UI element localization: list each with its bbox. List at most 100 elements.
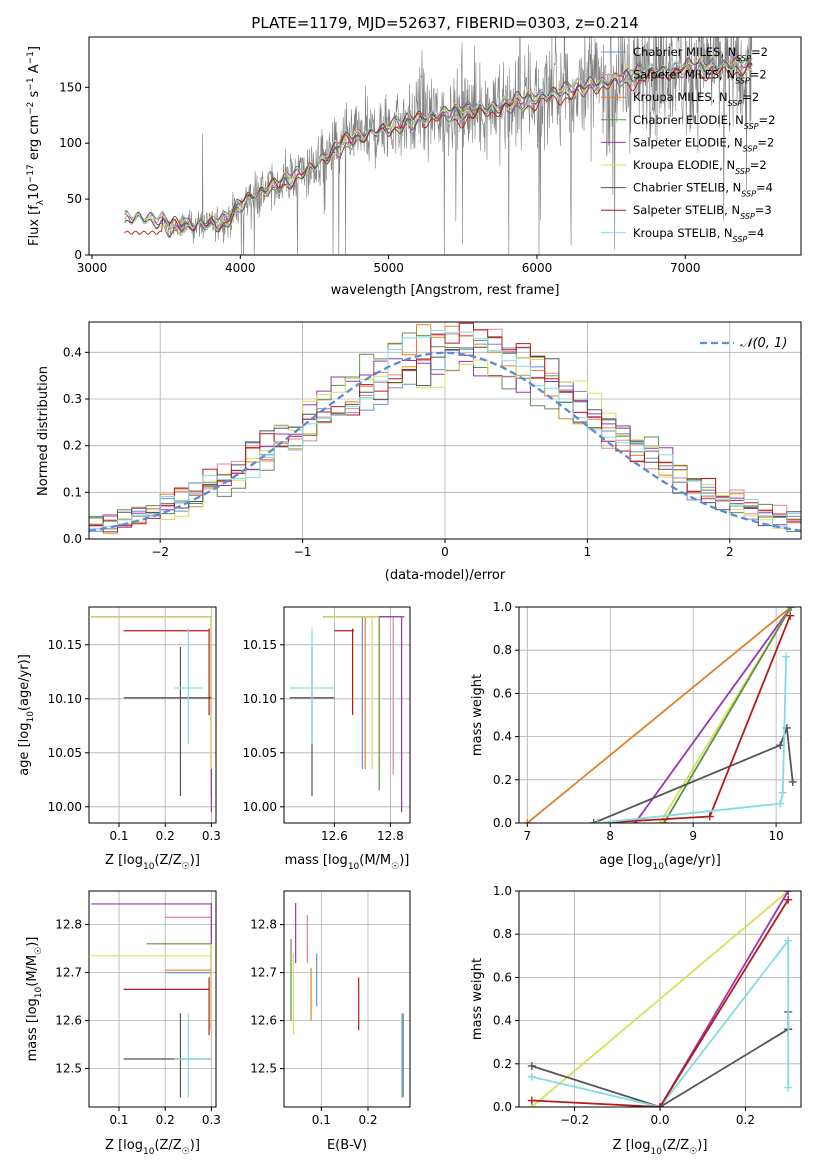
x-tick-label: 0 (441, 545, 449, 559)
x-axis-label-part: (M/M (359, 853, 391, 868)
y-tick-label: 0.4 (493, 1014, 512, 1028)
x-axis-label-part: )] (697, 1138, 707, 1153)
x-tick-label: 0.3 (202, 829, 221, 843)
y-tick-label: 50 (67, 192, 82, 206)
x-tick-label: 0.1 (109, 1113, 128, 1127)
legend-sub: SSP (733, 234, 748, 243)
y-axis-label-part: ☉ (34, 947, 44, 955)
legend-label: Salpeter STELIB, N (633, 203, 740, 217)
mass-weight-line (526, 607, 792, 823)
legend-label: Salpeter MILES, N (633, 68, 735, 82)
legend-tail: =2 (751, 45, 768, 59)
y-tick-label: 12.7 (250, 966, 277, 980)
residual-histogram-step (89, 329, 801, 530)
legend-label: Chabrier MILES, N (633, 45, 736, 59)
mass-weight-marker (784, 1083, 793, 1092)
mass-weight-marker (593, 819, 602, 823)
legend-sub: SSP (735, 167, 750, 176)
x-axis-label-part: Z [log (105, 853, 143, 868)
y-tick-label: 0.0 (493, 816, 512, 830)
legend-sub: SSP (735, 76, 750, 85)
mass-weight-line (531, 891, 789, 1107)
mass-weight-marker (589, 819, 598, 823)
legend-sub: SSP (740, 212, 755, 221)
y-axis-label-part: −1 (26, 77, 36, 90)
y-axis-label-part: A (27, 64, 42, 77)
y-tick-label: 0.6 (493, 686, 512, 700)
x-axis-label: wavelength [Angstrom, rest frame] (331, 283, 560, 298)
y-axis-label-part: (age/yr)] (17, 654, 32, 711)
x-tick-label: 0.1 (109, 829, 128, 843)
y-tick-label: 12.5 (55, 1062, 82, 1076)
age-vs-mass-panel: 12.6 12.8 10.00 10.05 10.10 10.15 mass [log10(… (243, 606, 411, 872)
axes-frame (518, 606, 802, 824)
x-axis-label-part: 10 (143, 862, 155, 872)
legend-tail: =3 (755, 203, 772, 217)
x-axis-label-part: mass [log (285, 853, 348, 868)
x-tick-label: 12.8 (377, 829, 404, 843)
y-tick-label: 12.7 (55, 966, 82, 980)
x-axis-label: Z [log10(Z/Z☉)] (613, 1138, 708, 1157)
mass-weight-marker (782, 652, 791, 661)
y-axis-label-part: )] (25, 937, 40, 947)
plot-area (91, 903, 212, 1098)
legend-entry: Kroupa STELIB, NSSP=4 (633, 226, 764, 244)
model-spectrum-line (124, 53, 753, 236)
y-axis-label-part: −1 (26, 51, 36, 64)
x-axis-label-part: ☉ (182, 1147, 190, 1157)
legend-entry: Kroupa ELODIE, NSSP=2 (633, 158, 767, 176)
mass-vs-ebv-panel: 0.1 0.2 12.5 12.6 12.7 12.8 E(B-V) (250, 890, 411, 1153)
y-tick-label: 10.00 (48, 800, 82, 814)
legend-sub: SSP (744, 121, 759, 130)
y-tick-label: 0.4 (493, 730, 512, 744)
x-axis-label-part: 10 (650, 1147, 662, 1157)
y-tick-label: 0.2 (493, 1057, 512, 1071)
x-axis-label-part: (age/yr)] (664, 853, 721, 868)
residual-histogram-step (89, 332, 801, 533)
y-axis-label-part: 10 (34, 986, 44, 998)
mass-weight-marker (784, 895, 793, 904)
plot-area (289, 616, 405, 813)
legend-tail: =2 (750, 158, 767, 172)
x-axis-label-part: (Z/Z (154, 1138, 181, 1153)
axes-frame (283, 890, 411, 1108)
mass-weight-marker (776, 799, 785, 808)
mass-weight-line (634, 607, 792, 823)
x-axis-label-part: Z [log (613, 1138, 651, 1153)
axes-frame (88, 321, 802, 540)
x-tick-label: 1 (584, 545, 592, 559)
y-axis-label: mass weight (470, 958, 485, 1040)
mass-weight-marker (778, 788, 787, 797)
mass-weight-marker (660, 819, 669, 823)
y-tick-label: 0.0 (493, 1100, 512, 1114)
plot-area (124, 37, 753, 255)
mass-weight-line (597, 656, 787, 823)
observed-spectrum-line (165, 37, 753, 255)
y-tick-label: 12.8 (250, 918, 277, 932)
x-tick-label: 0.2 (736, 1113, 755, 1127)
y-tick-label: 12.6 (250, 1014, 277, 1028)
x-axis-label-part: )] (190, 853, 200, 868)
y-tick-label: 10.10 (48, 692, 82, 706)
mass-weight-vs-z-panel: −0.2 0.0 0.2 0.0 0.2 0.4 0.6 0.8 1.0 Z [log10(Z/Z… (470, 884, 802, 1157)
axes-frame (88, 606, 217, 824)
x-axis-label-part: ☉ (391, 862, 399, 872)
x-tick-label: 0.1 (312, 1113, 331, 1127)
x-tick-label: −0.2 (560, 1113, 589, 1127)
x-tick-label: 8 (606, 829, 614, 843)
axes-frame (518, 890, 802, 1108)
x-axis-label: age [log10(age/yr)] (599, 853, 721, 872)
x-tick-label: 3000 (77, 261, 108, 275)
spectrum-panel: 3000 4000 5000 6000 7000 0 50 100 150 Chabrier MI… (26, 36, 802, 298)
y-axis-label-part: −17 (26, 164, 36, 183)
x-tick-label: 7 (523, 829, 531, 843)
mass-weight-marker (527, 1096, 536, 1105)
y-axis-label: Flux [fλ10−17 erg cm−2 s−1 A−1] (26, 46, 46, 246)
mass-weight-marker (776, 741, 785, 750)
mass-weight-marker (656, 819, 664, 823)
x-tick-label: −2 (151, 545, 169, 559)
legend-tail: =2 (750, 68, 767, 82)
x-axis-label-part: 10 (652, 862, 664, 872)
legend-sub: SSP (736, 54, 751, 63)
legend-tail: =2 (742, 90, 759, 104)
